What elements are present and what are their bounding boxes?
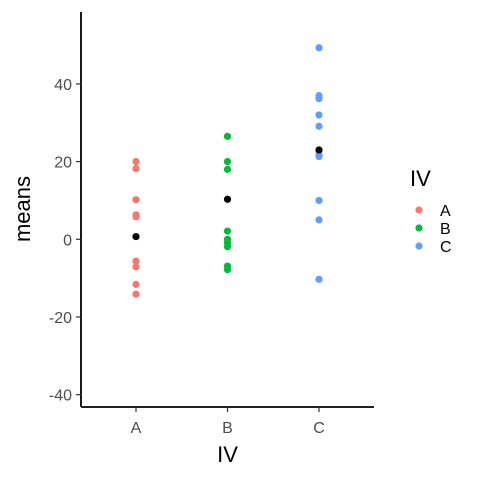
data-point-c <box>315 152 323 161</box>
y-tick-label: 20 <box>54 155 72 172</box>
y-tick-label: -20 <box>49 310 72 327</box>
x-axis-title: IV <box>217 442 238 467</box>
mean-point <box>315 146 323 154</box>
data-point-a <box>132 290 140 298</box>
data-point-a <box>132 213 140 221</box>
legend-label: A <box>440 203 451 220</box>
data-point-b <box>223 266 232 274</box>
data-point-a <box>132 164 140 173</box>
y-tick-label: -40 <box>49 388 72 405</box>
data-point-a <box>132 263 140 271</box>
x-tick-label: A <box>131 420 142 437</box>
legend-label: C <box>440 239 452 256</box>
data-point-b <box>223 165 232 173</box>
data-point-b <box>223 132 232 140</box>
x-axis-ticks: A B C <box>131 407 325 437</box>
data-point-c <box>315 216 323 224</box>
mean-point <box>223 195 232 203</box>
y-axis-ticks: -40 -20 0 20 40 <box>49 77 81 405</box>
data-point-a <box>132 196 140 204</box>
data-point-b <box>223 243 232 251</box>
legend-key-a <box>415 206 423 214</box>
data-point-c <box>315 44 323 52</box>
data-point-c <box>315 122 323 130</box>
data-point-b <box>223 227 232 235</box>
data-point-c <box>315 196 323 205</box>
mean-point <box>132 232 140 241</box>
x-tick-label: C <box>313 420 325 437</box>
data-point-a <box>132 280 140 288</box>
y-tick-label: 0 <box>63 232 72 249</box>
legend: IV ABC <box>410 166 452 256</box>
data-point-b <box>223 158 232 166</box>
x-tick-label: B <box>222 420 233 437</box>
legend-title: IV <box>410 166 431 191</box>
data-point-a <box>132 158 140 166</box>
legend-key-c <box>415 242 423 250</box>
legend-label: B <box>440 221 451 238</box>
data-point-c <box>315 111 323 119</box>
y-axis-title: means <box>10 176 35 242</box>
data-point-c <box>315 275 323 283</box>
plot-area <box>132 44 323 298</box>
data-point-a <box>132 257 140 265</box>
legend-key-b <box>415 224 423 232</box>
y-tick-label: 40 <box>54 77 72 94</box>
data-point-c <box>315 95 323 103</box>
